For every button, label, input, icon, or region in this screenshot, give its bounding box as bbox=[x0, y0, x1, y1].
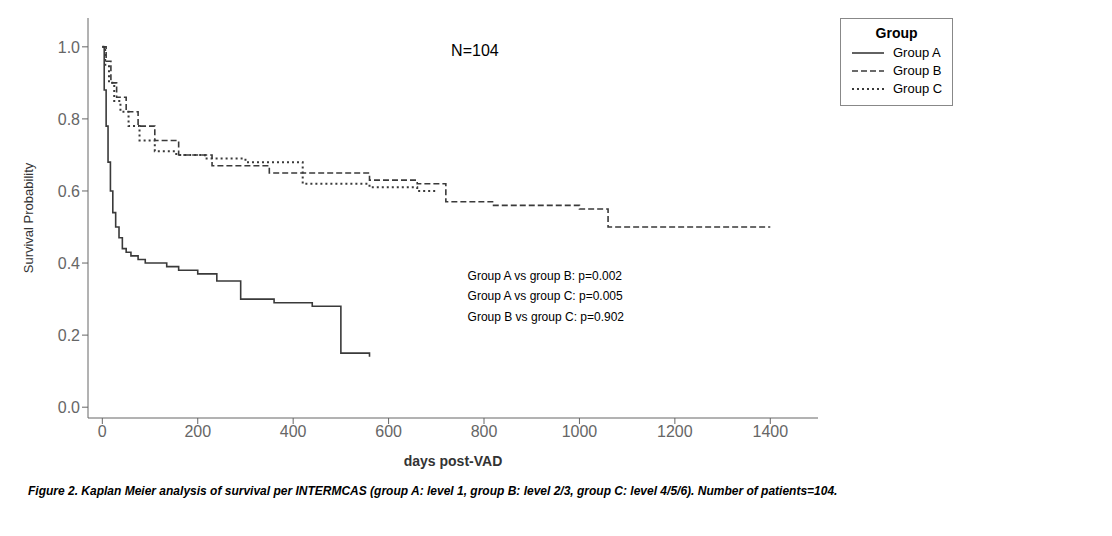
svg-text:200: 200 bbox=[184, 423, 211, 440]
svg-text:1.0: 1.0 bbox=[58, 39, 80, 56]
svg-text:0: 0 bbox=[98, 423, 107, 440]
svg-text:0.2: 0.2 bbox=[58, 327, 80, 344]
html-text:Group B: Group B bbox=[893, 63, 942, 78]
svg-text:1000: 1000 bbox=[562, 423, 598, 440]
svg-text:0.6: 0.6 bbox=[58, 183, 80, 200]
svg-text:0.8: 0.8 bbox=[58, 111, 80, 128]
svg-text:1200: 1200 bbox=[657, 423, 693, 440]
html-text:Group: Group bbox=[875, 25, 918, 41]
html-text:Group A vs group B: p=0.002 Gr: Group A vs group B: p=0.002 Group A vs g… bbox=[467, 269, 624, 324]
svg-text:600: 600 bbox=[375, 423, 402, 440]
svg-text:0.4: 0.4 bbox=[58, 255, 80, 272]
html-text:Figure 2. Kaplan Meier analysi: Figure 2. Kaplan Meier analysis of survi… bbox=[28, 484, 838, 498]
svg-text:days post-VAD: days post-VAD bbox=[404, 453, 503, 469]
html-text:Group A: Group A bbox=[893, 45, 941, 60]
svg-text:800: 800 bbox=[471, 423, 498, 440]
html-text:N=104: N=104 bbox=[451, 42, 499, 59]
svg-text:1400: 1400 bbox=[752, 423, 788, 440]
svg-text:400: 400 bbox=[280, 423, 307, 440]
svg-text:Survival Probability: Survival Probability bbox=[21, 162, 36, 273]
html-text:Group C: Group C bbox=[893, 81, 943, 96]
svg-text:0.0: 0.0 bbox=[58, 399, 80, 416]
